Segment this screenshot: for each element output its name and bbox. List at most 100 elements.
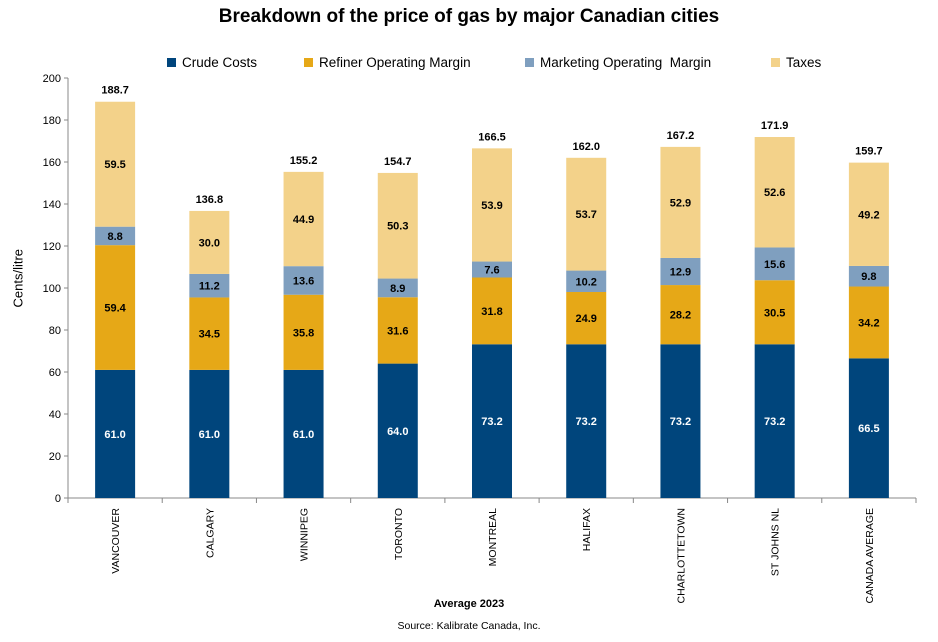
- legend-swatch-marketing-operating-margin: [525, 58, 534, 67]
- bar-crude-costs-toronto: [377, 363, 418, 498]
- bar-crude-costs-winnipeg: [283, 369, 324, 498]
- data-label: 49.2: [858, 209, 879, 221]
- x-tick-label: CHARLOTTETOWN: [675, 508, 687, 603]
- data-label: 59.5: [104, 159, 125, 171]
- x-tick-label: MONTREAL: [487, 508, 499, 567]
- data-label: 28.2: [670, 310, 691, 322]
- y-tick-label: 60: [49, 367, 61, 379]
- total-label: 155.2: [290, 155, 318, 167]
- bar-crude-costs-montreal: [472, 344, 512, 498]
- bar-marketing-operating-margin-canada-average: [848, 265, 889, 287]
- y-tick-label: 80: [49, 325, 61, 337]
- total-label: 166.5: [478, 131, 506, 143]
- legend-swatch-refiner-operating-margin: [304, 58, 313, 67]
- bar-taxes-canada-average: [848, 162, 889, 266]
- y-axis-label: Cents/litre: [10, 248, 26, 308]
- chart-title: Breakdown of the price of gas by major C…: [218, 6, 720, 27]
- bar-crude-costs-canada-average: [848, 358, 889, 498]
- bar-taxes-st-johns-nl: [754, 137, 795, 248]
- bar-marketing-operating-margin-charlottetown: [660, 257, 701, 286]
- data-label: 34.2: [858, 317, 879, 329]
- data-label: 31.8: [481, 306, 502, 318]
- bar-marketing-operating-margin-halifax: [566, 270, 607, 292]
- data-label: 12.9: [670, 267, 691, 279]
- x-tick-label: ST JOHNS NL: [770, 508, 782, 576]
- data-label: 52.9: [670, 197, 691, 209]
- total-label: 171.9: [761, 120, 789, 132]
- bar-marketing-operating-margin-calgary: [189, 273, 230, 298]
- bar-taxes-montreal: [472, 148, 512, 262]
- bar-refiner-operating-margin-charlottetown: [660, 285, 701, 345]
- data-label: 73.2: [576, 416, 597, 428]
- bar-marketing-operating-margin-winnipeg: [283, 266, 324, 295]
- data-label: 8.8: [107, 231, 122, 243]
- data-label: 13.6: [293, 275, 314, 287]
- bar-crude-costs-halifax: [566, 344, 607, 498]
- bar-crude-costs-charlottetown: [660, 344, 701, 498]
- bar-taxes-halifax: [566, 157, 607, 271]
- legend-item-taxes: Taxes: [771, 55, 821, 70]
- data-label: 59.4: [104, 303, 126, 315]
- bar-refiner-operating-margin-halifax: [566, 291, 607, 345]
- total-label: 188.7: [101, 85, 129, 97]
- bar-taxes-vancouver: [95, 101, 136, 227]
- source-note: Source: Kalibrate Canada, Inc.: [397, 620, 541, 632]
- data-label: 11.2: [199, 281, 220, 293]
- bar-refiner-operating-margin-vancouver: [95, 245, 136, 370]
- y-tick-label: 180: [43, 115, 61, 127]
- data-label: 30.0: [199, 237, 220, 249]
- x-tick-label: CALGARY: [204, 508, 216, 558]
- data-label: 61.0: [104, 429, 125, 441]
- bar-crude-costs-vancouver: [95, 369, 136, 498]
- bar-refiner-operating-margin-canada-average: [848, 286, 889, 359]
- data-label: 73.2: [670, 416, 691, 428]
- bar-refiner-operating-margin-winnipeg: [283, 294, 324, 370]
- data-label: 34.5: [199, 329, 220, 341]
- bar-marketing-operating-margin-vancouver: [95, 226, 136, 246]
- total-label: 154.7: [384, 156, 412, 168]
- legend-item-crude-costs: Crude Costs: [167, 55, 257, 70]
- bar-refiner-operating-margin-toronto: [377, 297, 418, 364]
- data-label: 31.6: [387, 325, 408, 337]
- data-label: 30.5: [764, 307, 785, 319]
- legend-swatch-crude-costs: [167, 58, 176, 67]
- data-label: 66.5: [858, 423, 879, 435]
- total-label: 136.8: [196, 194, 224, 206]
- data-label: 44.9: [293, 214, 314, 226]
- data-label: 53.9: [481, 200, 502, 212]
- legend: Crude Costs Refiner Operating Margin Mar…: [0, 55, 938, 73]
- x-axis-label: Average 2023: [433, 598, 505, 610]
- data-label: 50.3: [387, 221, 408, 233]
- total-label: 159.7: [855, 146, 883, 158]
- x-tick-label: HALIFAX: [581, 508, 593, 551]
- total-label: 162.0: [572, 141, 600, 153]
- legend-item-refiner-operating-margin: Refiner Operating Margin: [304, 55, 471, 70]
- y-tick-label: 100: [43, 283, 61, 295]
- data-label: 15.6: [764, 259, 785, 271]
- y-tick-label: 0: [55, 493, 61, 505]
- bar-crude-costs-st-johns-nl: [754, 344, 795, 498]
- bar-refiner-operating-margin-calgary: [189, 297, 230, 370]
- y-tick-label: 200: [43, 73, 61, 85]
- data-label: 64.0: [387, 426, 408, 438]
- y-tick-label: 160: [43, 157, 61, 169]
- y-tick-label: 120: [43, 241, 61, 253]
- data-label: 61.0: [199, 429, 220, 441]
- x-tick-label: WINNIPEG: [299, 508, 311, 561]
- bar-refiner-operating-margin-montreal: [472, 277, 512, 345]
- data-label: 10.2: [576, 276, 597, 288]
- y-tick-label: 40: [49, 409, 61, 421]
- data-label: 24.9: [576, 313, 597, 325]
- x-tick-label: CANADA AVERAGE: [864, 508, 876, 604]
- legend-swatch-taxes: [771, 58, 780, 67]
- bar-taxes-charlottetown: [660, 146, 701, 258]
- data-label: 7.6: [484, 265, 499, 277]
- total-label: 167.2: [667, 130, 695, 142]
- data-label: 8.9: [390, 283, 405, 295]
- data-label: 52.6: [764, 187, 785, 199]
- y-tick-label: 140: [43, 199, 61, 211]
- data-label: 73.2: [764, 416, 785, 428]
- bar-taxes-toronto: [377, 172, 418, 279]
- data-label: 9.8: [861, 271, 876, 283]
